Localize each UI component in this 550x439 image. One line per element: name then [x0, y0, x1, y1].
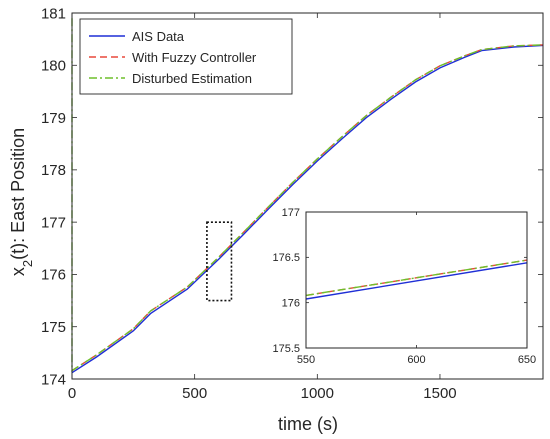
inset-frame	[305, 211, 528, 349]
y-axis-label-sub: 2	[20, 260, 35, 267]
y-axis-label-rest: (t): East Position	[8, 128, 28, 260]
inset-series-line-1	[305, 262, 528, 300]
x-axis-label: time (s)	[278, 414, 338, 434]
legend: AIS Data With Fuzzy Controller Disturbed E…	[79, 18, 293, 95]
legend-label-3: Disturbed Estimation	[132, 71, 252, 86]
main-y-tick-label: 175	[41, 319, 66, 336]
zoom-box	[206, 221, 233, 302]
legend-label-1: AIS Data	[132, 29, 185, 44]
inset-x-tick-label: 550	[297, 354, 315, 366]
main-series-line-3	[71, 18, 544, 372]
y-axis-label: x2(t): East Position	[8, 128, 35, 276]
inset-y-tick-label: 175.5	[272, 343, 300, 355]
inset-x-tick-label: 600	[407, 354, 425, 366]
main-x-tick-label: 500	[182, 385, 207, 402]
legend-label-2: With Fuzzy Controller	[132, 50, 257, 65]
main-y-tick-label: 180	[41, 58, 66, 75]
main-y-tick-label: 174	[41, 371, 66, 388]
main-series-line-1	[71, 44, 544, 374]
main-x-tick-label: 1000	[301, 385, 334, 402]
inset-y-tick-label: 176	[282, 298, 300, 310]
inset-background	[306, 212, 527, 348]
main-x-tick-label: 0	[68, 385, 76, 402]
zoom-rectangle	[206, 221, 233, 302]
main-y-tick-label: 177	[41, 214, 66, 231]
inset-y-tick-label: 177	[282, 207, 300, 219]
main-y-tick-label: 176	[41, 267, 66, 284]
legend-box	[79, 18, 293, 95]
main-y-tick-label: 181	[41, 5, 66, 22]
y-axis-label-main: x	[8, 267, 28, 276]
main-frame	[71, 12, 544, 380]
inset-series-line-3	[305, 259, 528, 297]
main-x-tick-label: 1500	[423, 385, 456, 402]
inset-plot: 550 600 650 175.5 176 176.5 177	[272, 207, 536, 366]
inset-x-tick-label: 650	[518, 354, 536, 366]
main-y-tick-label: 178	[41, 162, 66, 179]
inset-y-tick-label: 176.5	[272, 252, 300, 264]
main-y-tick-label: 179	[41, 110, 66, 127]
